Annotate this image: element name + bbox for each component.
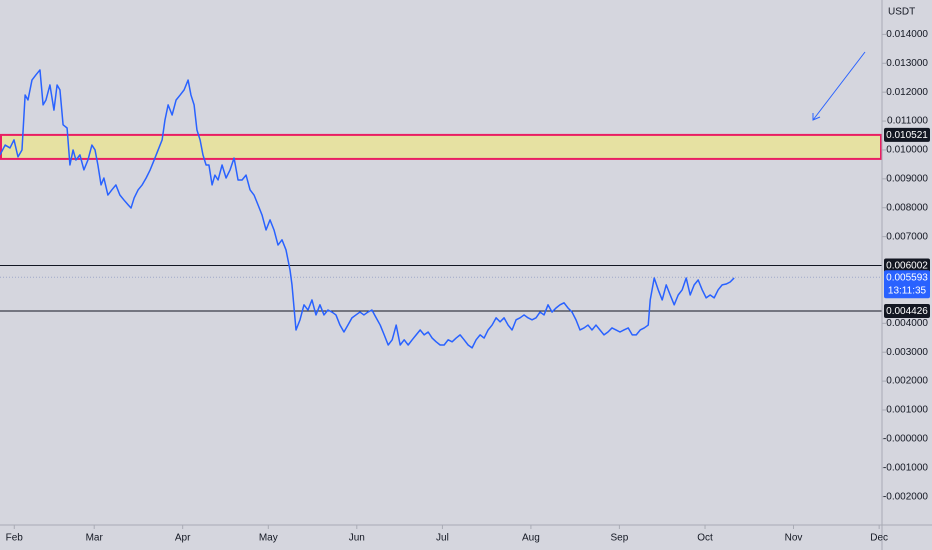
last-price-box — [884, 270, 930, 299]
x-tick-label: May — [259, 533, 278, 544]
arrow-line — [812, 51, 866, 121]
x-tick-label: Apr — [175, 533, 191, 544]
y-tick-label: -0.000000 — [883, 434, 928, 445]
last-price-label: 0.005593 — [886, 272, 928, 283]
plot-area — [0, 69, 882, 349]
y-tick-label: 0.009000 — [886, 173, 928, 184]
x-tick-label: Oct — [697, 533, 713, 544]
x-tick-label: Dec — [870, 533, 888, 544]
level-price-label: 0.004426 — [886, 306, 928, 317]
zone-price-label: 0.010521 — [886, 130, 928, 141]
countdown-label: 13:11:35 — [888, 285, 927, 296]
y-tick-label: 0.007000 — [886, 231, 928, 242]
y-tick-label: 0.001000 — [886, 405, 928, 416]
axis-unit: USDT — [888, 7, 915, 18]
zone-rectangle — [0, 133, 882, 160]
x-tick-label: Aug — [522, 533, 540, 544]
level-price-label: 0.006002 — [886, 261, 928, 272]
y-tick-label: 0.012000 — [886, 87, 928, 98]
y-tick-label: 0.003000 — [886, 347, 928, 358]
arrow-drawing — [812, 51, 866, 121]
y-tick-label: 0.008000 — [886, 202, 928, 213]
level-price-label-box — [884, 304, 930, 319]
y-tick-label: -0.001000 — [883, 462, 928, 473]
arrow-head — [812, 113, 821, 121]
y-tick-label: 0.014000 — [886, 29, 928, 40]
y-tick-label: 0.013000 — [886, 58, 928, 69]
x-tick-label: Nov — [785, 533, 803, 544]
price-line — [0, 69, 735, 349]
zone-price-label-box — [884, 127, 930, 142]
x-tick-label: Feb — [6, 533, 24, 544]
x-tick-label: Sep — [610, 533, 628, 544]
x-tick-label: Mar — [86, 533, 104, 544]
x-tick-label: Jun — [349, 533, 365, 544]
x-tick-label: Jul — [436, 533, 449, 544]
level-price-label-box — [884, 258, 930, 273]
y-tick-label: 0.010000 — [886, 145, 928, 156]
y-tick-label: -0.002000 — [883, 491, 928, 502]
y-tick-label: 0.004000 — [886, 318, 928, 329]
y-tick-label: 0.011000 — [887, 116, 928, 127]
y-tick-label: 0.002000 — [886, 376, 928, 387]
